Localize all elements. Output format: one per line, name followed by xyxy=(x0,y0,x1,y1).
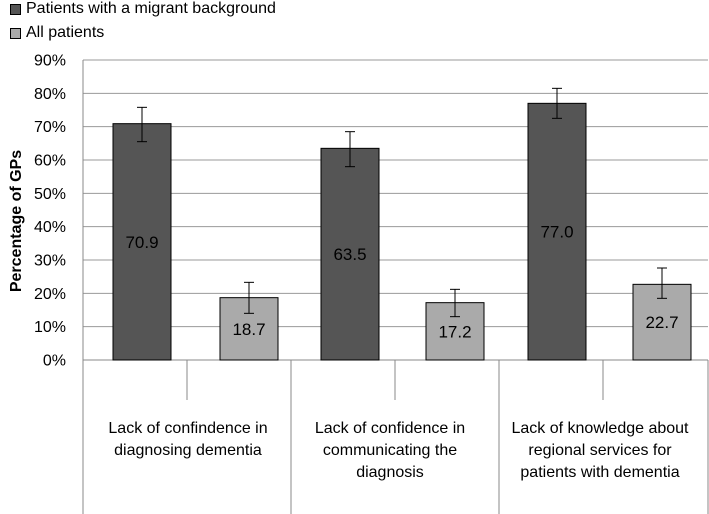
bar-migrant-3 xyxy=(527,102,587,361)
category-label-2: Lack of confidence in communicating the … xyxy=(314,420,466,481)
data-label: 63.5 xyxy=(333,245,366,264)
y-tick-label: 50% xyxy=(34,186,66,203)
y-tick-label: 30% xyxy=(34,253,66,270)
legend-swatch-migrant xyxy=(10,3,21,15)
legend-label-all: All patients xyxy=(26,24,105,41)
data-label: 77.0 xyxy=(540,223,573,242)
legend-item-all: All patients xyxy=(10,24,104,42)
data-label: 22.7 xyxy=(645,313,678,332)
y-tick-label: 0% xyxy=(43,353,66,370)
legend-item-migrant: Patients with a migrant background xyxy=(10,0,276,18)
y-tick-label: 80% xyxy=(34,86,66,103)
data-label: 18.7 xyxy=(232,320,265,339)
bar-migrant-1 xyxy=(112,123,172,361)
y-tick-label: 90% xyxy=(34,53,66,70)
legend-swatch-all xyxy=(10,27,21,39)
y-tick-label: 40% xyxy=(34,219,66,236)
y-tick-label: 10% xyxy=(34,319,66,336)
y-tick-label: 60% xyxy=(34,153,66,170)
category-label-3: Lack of knowledge about regional service… xyxy=(511,420,689,481)
legend-label-migrant: Patients with a migrant background xyxy=(26,0,276,17)
data-label: 70.9 xyxy=(125,233,158,252)
y-axis-label: Percentage of GPs xyxy=(8,149,25,293)
bar-migrant-2 xyxy=(320,147,380,361)
category-label-1: Lack of confindence in diagnosing dement… xyxy=(108,420,268,459)
data-label: 17.2 xyxy=(438,322,471,341)
y-tick-label: 20% xyxy=(34,286,66,303)
y-tick-label: 70% xyxy=(34,119,66,136)
